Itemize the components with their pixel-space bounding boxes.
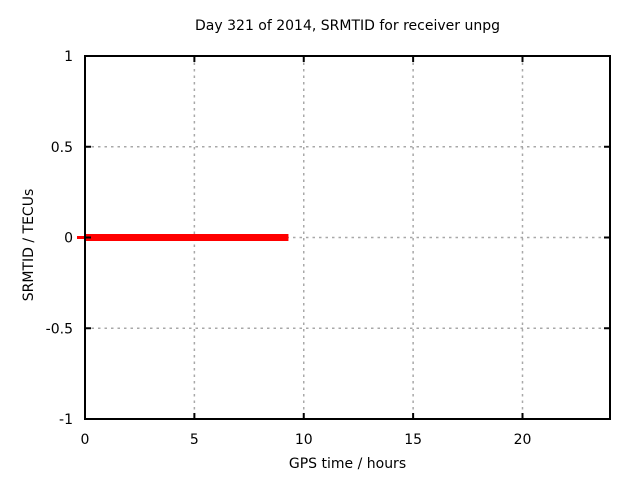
y-tick-label: 0	[64, 231, 73, 247]
y-tick-label: 1	[64, 49, 73, 65]
y-tick-label: -1	[59, 412, 73, 428]
y-tick-label: 0.5	[51, 140, 73, 156]
x-axis-label: GPS time / hours	[288, 456, 407, 472]
x-tick-label: 10	[295, 432, 313, 448]
y-tick-label: -0.5	[46, 321, 73, 337]
chart-title: Day 321 of 2014, SRMTID for receiver unp…	[195, 18, 500, 34]
x-tick-label: 0	[81, 432, 90, 448]
x-tick-label: 20	[514, 432, 532, 448]
x-tick-label: 5	[190, 432, 199, 448]
x-tick-label: 15	[404, 432, 422, 448]
